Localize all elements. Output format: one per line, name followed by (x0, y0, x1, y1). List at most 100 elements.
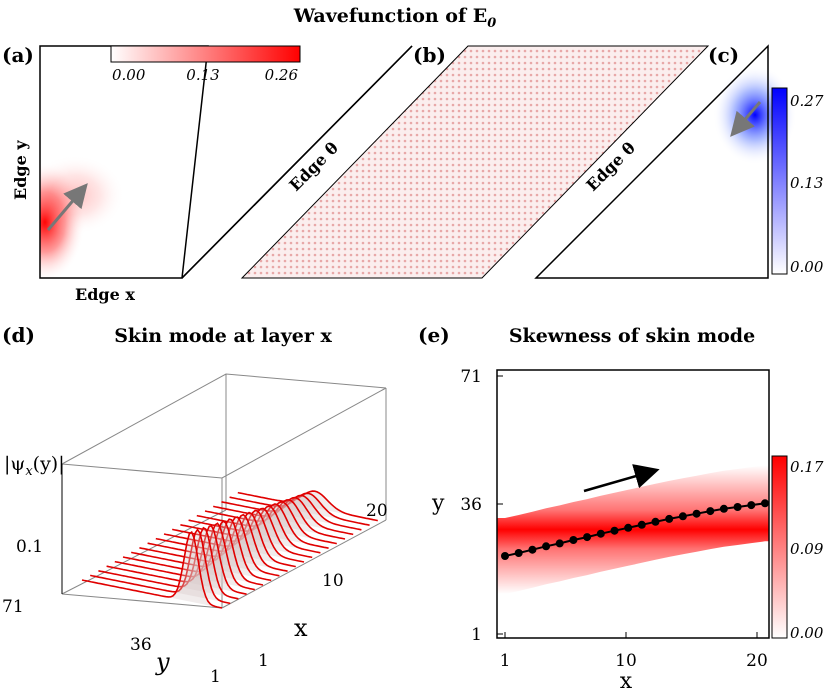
y-tick-1: 1 (210, 667, 221, 687)
skewness-point (569, 536, 578, 544)
skewness-point (583, 533, 592, 542)
y-tick-36: 36 (130, 635, 152, 655)
panel-b-lattice (240, 45, 710, 279)
panel-d: |ψx(y)| 0.1 71 36 1 y 20 10 1 x (2, 373, 388, 687)
skewness-point (719, 504, 728, 513)
box-floor-left (61, 593, 223, 609)
layer-curve (90, 528, 231, 605)
x-tick-e-20: 20 (746, 651, 768, 671)
edge-y-label: Edge y (11, 140, 30, 200)
colorbar-a-tick-0: 0.00 (112, 66, 146, 84)
panel-e-title: Skewness of skin mode (509, 325, 755, 347)
colorbar-a-tick-2: 0.26 (265, 66, 299, 84)
y-tick-e-1: 1 (471, 625, 482, 645)
panel-d-title: Skin mode at layer x (114, 325, 332, 347)
skewness-point (542, 542, 551, 551)
y-tick-e-36: 36 (460, 495, 482, 515)
layer-curve (180, 505, 321, 554)
panel-label-d: (d) (2, 323, 35, 347)
layer-curve (237, 490, 378, 522)
skew-arrow-e (583, 464, 660, 493)
x-axis-label-d: x (294, 614, 308, 642)
colorbar-c-tick-0: 0.27 (790, 92, 824, 110)
edge-x-label: Edge x (75, 285, 135, 304)
layer-curve (81, 530, 223, 609)
skewness-point (761, 499, 769, 508)
skewness-point (610, 526, 619, 535)
layer-shading (180, 506, 321, 553)
layer-shading (131, 519, 272, 581)
skewness-point (555, 539, 564, 548)
layer-shading (147, 514, 288, 572)
y-axis-label-e: y (431, 491, 445, 516)
box-floor-back (61, 509, 227, 595)
panel-e: 1 10 20 x 71 36 1 y 0.17 0.09 0.00 (431, 367, 824, 690)
panel-a: Edge y Edge x 0.00 0.13 0.26 (11, 45, 301, 304)
z-axis-label: |ψx(y)| (4, 453, 65, 479)
layer-shading (205, 499, 345, 539)
skewness-point (637, 520, 646, 529)
skewness-points (501, 499, 769, 560)
layer-shading (82, 532, 222, 608)
colorbar-e (771, 455, 788, 639)
layer-shading (90, 529, 231, 604)
x-tick-20: 20 (366, 501, 388, 521)
skewness-point (678, 512, 687, 521)
colorbar-a-tick-1: 0.13 (186, 66, 219, 84)
colorbar-e-tick-0: 0.17 (790, 458, 824, 476)
figure-title: Wavefunction of E0 (293, 5, 497, 31)
y-tick-e-71: 71 (460, 367, 482, 387)
y-axis-label-d: y (155, 648, 170, 676)
layer-shading (123, 521, 263, 585)
z-tick-0: 0.1 (16, 537, 43, 557)
colorbar-a (110, 45, 301, 63)
x-axis-label-e: x (620, 669, 633, 690)
box-back-top (61, 373, 387, 465)
box-front-top (61, 387, 387, 479)
panel-label-a: (a) (2, 43, 34, 67)
axis-ticks-e (497, 375, 758, 638)
layer-curve (188, 503, 329, 549)
skew-arrow-c (730, 101, 762, 137)
skewness-point (596, 529, 605, 538)
colorbar-c (771, 87, 788, 275)
box-floor-right (221, 519, 387, 609)
x-tick-e-1: 1 (500, 651, 511, 671)
skin-mode-layers (81, 490, 378, 609)
layer-curve (98, 526, 239, 600)
layer-shading (172, 508, 313, 558)
panel-label-e: (e) (418, 323, 450, 347)
layer-shading (164, 510, 304, 562)
colorbar-c-tick-1: 0.13 (790, 174, 823, 192)
layer-curve (114, 522, 255, 591)
layer-shading (155, 512, 296, 567)
lattice-outline-c (534, 44, 769, 279)
layer-shading (229, 493, 370, 526)
skewness-point (665, 514, 674, 523)
skewness-point (624, 523, 633, 532)
panel-label-b: (b) (413, 43, 446, 67)
skewness-point (528, 545, 537, 554)
skewness-point (651, 517, 660, 526)
figure-title-sub: 0 (487, 16, 496, 31)
layer-shading (196, 502, 337, 544)
layer-shading (114, 523, 255, 590)
layer-curve (196, 501, 337, 545)
panel-label-c: (c) (708, 43, 739, 67)
layer-shading (237, 491, 378, 521)
colorbar-e-tick-2: 0.00 (790, 624, 824, 642)
x-tick-1: 1 (258, 651, 269, 671)
skewness-point (692, 509, 701, 518)
skewness-point (733, 503, 742, 511)
skin-mode-band (497, 465, 769, 594)
layer-curve (147, 513, 288, 572)
x-tick-e-10: 10 (615, 651, 637, 671)
skewness-point (706, 507, 715, 516)
layer-curve (131, 518, 272, 582)
layer-curve (213, 496, 354, 536)
colorbar-c-tick-2: 0.00 (790, 258, 824, 276)
skewness-point (501, 552, 509, 560)
skewness-point (747, 501, 756, 510)
layer-curve (106, 525, 247, 595)
